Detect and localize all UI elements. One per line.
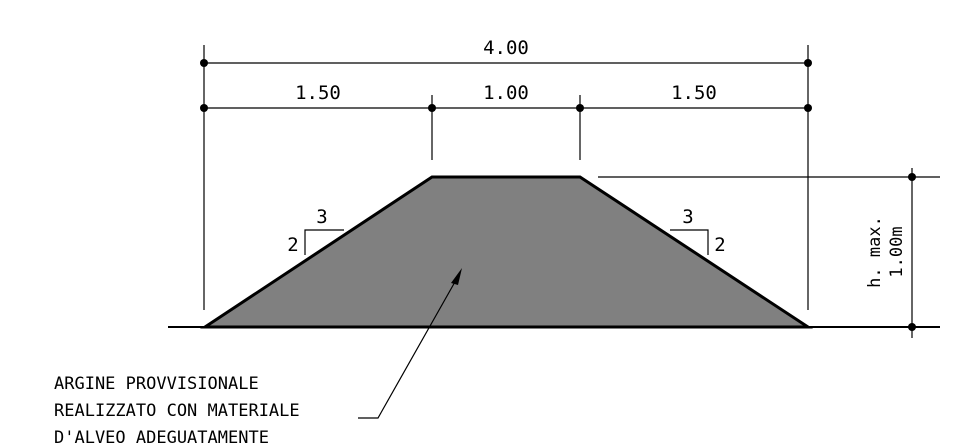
dimension-dot (200, 59, 208, 67)
slope-right-horizontal: 3 (682, 206, 693, 228)
dimension-dot (804, 59, 812, 67)
dimension-left-label: 1.50 (295, 82, 341, 104)
dimension-dot (428, 104, 436, 112)
dimension-dot (200, 104, 208, 112)
slope-indicator-right (670, 229, 709, 255)
dimension-dot (908, 323, 916, 331)
height-label-line2: 1.00m (887, 226, 907, 277)
slope-indicator-left (304, 229, 344, 255)
slope-right-vertical: 2 (714, 234, 725, 256)
leader-arrowhead (451, 268, 462, 285)
note-line-1: ARGINE PROVVISIONALE (54, 374, 259, 394)
slope-left-horizontal: 3 (316, 206, 327, 228)
dimension-dot (908, 173, 916, 181)
dimension-right-label: 1.50 (671, 82, 717, 104)
dimension-dot (576, 104, 584, 112)
dimension-crest-label: 1.00 (483, 82, 529, 104)
dimension-dot (804, 104, 812, 112)
note-line-3: D'ALVEO ADEGUATAMENTE (54, 428, 269, 445)
dimension-total-label: 4.00 (483, 37, 529, 59)
leader-line (358, 272, 461, 419)
height-label-line1: h. max. (865, 216, 885, 288)
slope-left-vertical: 2 (287, 234, 298, 256)
note-line-2: REALIZZATO CON MATERIALE (54, 401, 300, 421)
